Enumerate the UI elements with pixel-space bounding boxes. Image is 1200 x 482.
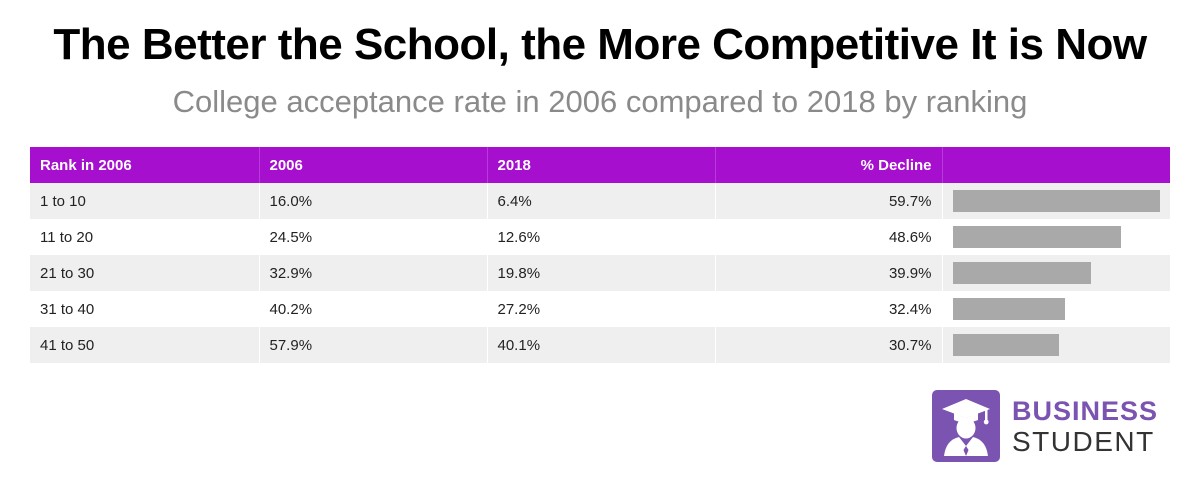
header-bar xyxy=(942,147,1170,183)
cell-rank: 1 to 10 xyxy=(30,183,260,219)
header-2018: 2018 xyxy=(487,147,716,183)
cell-rank: 31 to 40 xyxy=(30,291,260,327)
graduate-icon xyxy=(942,399,990,456)
cell-2018: 12.6% xyxy=(487,219,716,255)
decline-bar xyxy=(952,298,1066,320)
decline-bar xyxy=(952,190,1160,212)
cell-rank: 41 to 50 xyxy=(30,327,260,363)
chart-subtitle: College acceptance rate in 2006 compared… xyxy=(172,84,1028,119)
cell-2006: 40.2% xyxy=(259,291,488,327)
decline-bar xyxy=(952,226,1122,248)
table-row: 41 to 50 57.9% 40.1% 30.7% xyxy=(30,327,1170,363)
table-row: 11 to 20 24.5% 12.6% 48.6% xyxy=(30,219,1170,255)
cell-rank: 21 to 30 xyxy=(30,255,260,291)
decline-bar xyxy=(952,334,1060,356)
cell-2006: 57.9% xyxy=(259,327,488,363)
acceptance-table: Rank in 2006 2006 2018 % Decline 1 to 10… xyxy=(30,147,1170,363)
cell-bar xyxy=(942,327,1170,363)
cell-bar xyxy=(942,219,1170,255)
cell-decline: 59.7% xyxy=(715,183,943,219)
cell-2018: 6.4% xyxy=(487,183,716,219)
header-rank: Rank in 2006 xyxy=(30,147,260,183)
chart-title: The Better the School, the More Competit… xyxy=(53,20,1147,69)
cell-bar xyxy=(942,291,1170,327)
cell-2006: 24.5% xyxy=(259,219,488,255)
table-row: 1 to 10 16.0% 6.4% 59.7% xyxy=(30,183,1170,219)
header-decline: % Decline xyxy=(715,147,943,183)
logo-text-student: STUDENT xyxy=(1012,426,1155,457)
cell-bar xyxy=(942,183,1170,219)
logo-badge xyxy=(932,390,1000,462)
cell-decline: 48.6% xyxy=(715,219,943,255)
logo-text-business: BUSINESS xyxy=(1012,396,1159,426)
cell-rank: 11 to 20 xyxy=(30,219,260,255)
business-student-logo: BUSINESS STUDENT xyxy=(932,390,1172,464)
header-2006: 2006 xyxy=(259,147,488,183)
cell-decline: 32.4% xyxy=(715,291,943,327)
cell-2018: 27.2% xyxy=(487,291,716,327)
cell-2018: 19.8% xyxy=(487,255,716,291)
cell-decline: 30.7% xyxy=(715,327,943,363)
cell-2018: 40.1% xyxy=(487,327,716,363)
cell-2006: 16.0% xyxy=(259,183,488,219)
cell-bar xyxy=(942,255,1170,291)
table-row: 31 to 40 40.2% 27.2% 32.4% xyxy=(30,291,1170,327)
decline-bar xyxy=(952,262,1092,284)
cell-2006: 32.9% xyxy=(259,255,488,291)
cell-decline: 39.9% xyxy=(715,255,943,291)
table-header-row: Rank in 2006 2006 2018 % Decline xyxy=(30,147,1170,183)
table-row: 21 to 30 32.9% 19.8% 39.9% xyxy=(30,255,1170,291)
